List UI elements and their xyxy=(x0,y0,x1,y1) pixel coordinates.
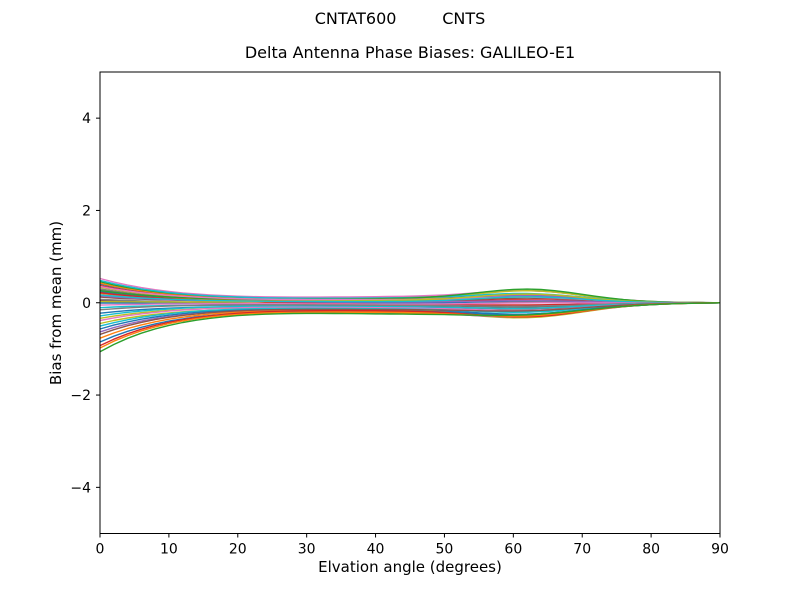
y-axis-ticks: −4 −2 0 2 4 xyxy=(70,111,100,496)
series-line-37 xyxy=(99,302,721,353)
x-tick-label: 30 xyxy=(298,542,316,558)
y-tick-label: 4 xyxy=(82,111,91,127)
x-tick-label: 0 xyxy=(96,542,105,558)
series-line-21 xyxy=(99,302,720,306)
x-tick-label: 70 xyxy=(573,542,591,558)
x-tick-label: 90 xyxy=(711,542,729,558)
figure-suptitle: CNTAT600 CNTS xyxy=(314,9,486,28)
y-tick-label: 2 xyxy=(82,203,91,219)
series-line-32 xyxy=(99,302,721,336)
x-axis-ticks: 0 10 20 30 40 50 60 70 80 90 xyxy=(96,533,729,558)
series-line-25 xyxy=(99,302,720,317)
series-line-19 xyxy=(99,294,721,304)
x-tick-label: 50 xyxy=(436,542,454,558)
x-tick-label: 20 xyxy=(229,542,247,558)
y-tick-label: 0 xyxy=(82,296,91,312)
y-tick-label: −4 xyxy=(70,480,91,496)
series-line-12 xyxy=(99,288,721,304)
x-tick-label: 60 xyxy=(504,542,522,558)
y-tick-label: −2 xyxy=(70,388,91,404)
series-lines xyxy=(99,277,721,353)
chart-title: Delta Antenna Phase Biases: GALILEO-E1 xyxy=(244,43,576,62)
x-tick-label: 10 xyxy=(160,542,178,558)
series-line-18 xyxy=(99,293,721,304)
x-tick-label: 80 xyxy=(642,542,660,558)
x-tick-label: 40 xyxy=(367,542,385,558)
x-axis-label: Elvation angle (degrees) xyxy=(318,558,502,576)
